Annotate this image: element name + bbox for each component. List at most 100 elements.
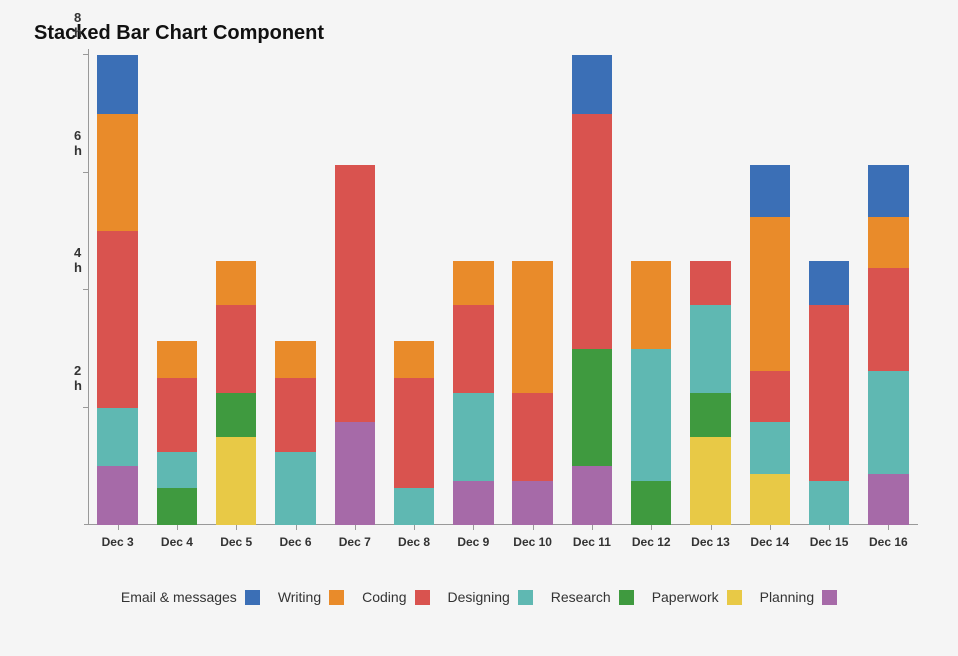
bar-segment xyxy=(216,437,256,525)
x-tick xyxy=(829,525,830,530)
bars-layer xyxy=(88,55,918,525)
bar-segment xyxy=(157,378,197,451)
legend-label: Email & messages xyxy=(121,589,237,605)
bar-segment xyxy=(394,341,434,378)
bar-column xyxy=(157,231,197,525)
bar-segment xyxy=(750,474,790,525)
bar-segment xyxy=(690,393,730,437)
bar-segment xyxy=(335,422,375,525)
legend-swatch xyxy=(415,590,430,605)
y-tick xyxy=(83,54,88,55)
legend-swatch xyxy=(245,590,260,605)
x-tick xyxy=(533,525,534,530)
y-axis-label: 8 h xyxy=(74,10,82,40)
x-axis-label: Dec 11 xyxy=(573,535,611,549)
bar-column xyxy=(631,173,671,526)
bar-segment xyxy=(572,466,612,525)
x-tick xyxy=(651,525,652,530)
bar-column xyxy=(394,231,434,525)
x-tick xyxy=(592,525,593,530)
bar-segment xyxy=(868,474,908,525)
bar-segment xyxy=(275,452,315,525)
legend-swatch xyxy=(329,590,344,605)
bar-segment xyxy=(572,55,612,114)
bar-segment xyxy=(394,378,434,488)
x-tick xyxy=(355,525,356,530)
legend-item[interactable]: Writing xyxy=(278,589,344,605)
bar-column xyxy=(97,55,137,525)
x-axis-label: Dec 7 xyxy=(339,535,371,549)
bar-segment xyxy=(690,261,730,305)
bar-segment xyxy=(750,165,790,216)
bar-segment xyxy=(453,393,493,481)
y-axis-label: 6 h xyxy=(74,128,82,158)
bar-segment xyxy=(868,268,908,371)
y-axis-label: 2 h xyxy=(74,363,82,393)
chart-container: Stacked Bar Chart Component 2 h4 h6 h8 h… xyxy=(0,0,958,656)
y-tick xyxy=(83,289,88,290)
x-axis-label: Dec 14 xyxy=(750,535,789,549)
x-tick xyxy=(414,525,415,530)
x-tick xyxy=(711,525,712,530)
bar-segment xyxy=(512,393,552,481)
x-axis-label: Dec 12 xyxy=(632,535,671,549)
x-tick xyxy=(888,525,889,530)
legend-label: Writing xyxy=(278,589,321,605)
bar-segment xyxy=(216,261,256,305)
bar-segment xyxy=(97,231,137,407)
bar-segment xyxy=(631,481,671,525)
bar-segment xyxy=(275,378,315,451)
legend-item[interactable]: Research xyxy=(551,589,634,605)
x-axis-label: Dec 16 xyxy=(869,535,908,549)
x-axis-label: Dec 4 xyxy=(161,535,193,549)
legend-swatch xyxy=(619,590,634,605)
bar-column xyxy=(335,114,375,525)
legend-swatch xyxy=(518,590,533,605)
bar-segment xyxy=(97,55,137,114)
x-tick xyxy=(118,525,119,530)
bar-segment xyxy=(97,408,137,467)
bar-segment xyxy=(868,165,908,216)
y-tick xyxy=(83,407,88,408)
bar-column xyxy=(572,55,612,525)
legend-label: Coding xyxy=(362,589,406,605)
bar-segment xyxy=(750,217,790,371)
legend-item[interactable]: Email & messages xyxy=(121,589,260,605)
bar-segment xyxy=(868,217,908,268)
bar-column xyxy=(868,114,908,525)
bar-column xyxy=(216,173,256,526)
x-tick xyxy=(236,525,237,530)
bar-segment xyxy=(453,481,493,525)
bar-column xyxy=(809,173,849,526)
bar-column xyxy=(750,114,790,525)
bar-segment xyxy=(512,261,552,393)
bar-segment xyxy=(216,393,256,437)
x-axis-label: Dec 13 xyxy=(691,535,730,549)
bar-segment xyxy=(809,481,849,525)
legend-swatch xyxy=(822,590,837,605)
x-tick xyxy=(296,525,297,530)
x-tick xyxy=(473,525,474,530)
bar-column xyxy=(453,173,493,526)
bar-segment xyxy=(809,261,849,305)
bar-segment xyxy=(572,114,612,349)
bar-segment xyxy=(335,165,375,422)
legend-item[interactable]: Designing xyxy=(448,589,533,605)
bar-column xyxy=(512,173,552,526)
bar-segment xyxy=(868,371,908,474)
x-axis-label: Dec 15 xyxy=(810,535,849,549)
bar-segment xyxy=(631,261,671,349)
bar-segment xyxy=(631,349,671,481)
bar-segment xyxy=(572,349,612,467)
legend-item[interactable]: Planning xyxy=(760,589,838,605)
bar-segment xyxy=(97,114,137,232)
chart-body: 2 h4 h6 h8 hDec 3Dec 4Dec 5Dec 6Dec 7Dec… xyxy=(30,55,928,575)
legend-item[interactable]: Paperwork xyxy=(652,589,742,605)
bar-segment xyxy=(157,488,197,525)
legend-label: Paperwork xyxy=(652,589,719,605)
bar-column xyxy=(690,173,730,526)
bar-segment xyxy=(750,422,790,473)
plot-area: 2 h4 h6 h8 hDec 3Dec 4Dec 5Dec 6Dec 7Dec… xyxy=(88,55,918,525)
legend-item[interactable]: Coding xyxy=(362,589,429,605)
bar-segment xyxy=(275,341,315,378)
